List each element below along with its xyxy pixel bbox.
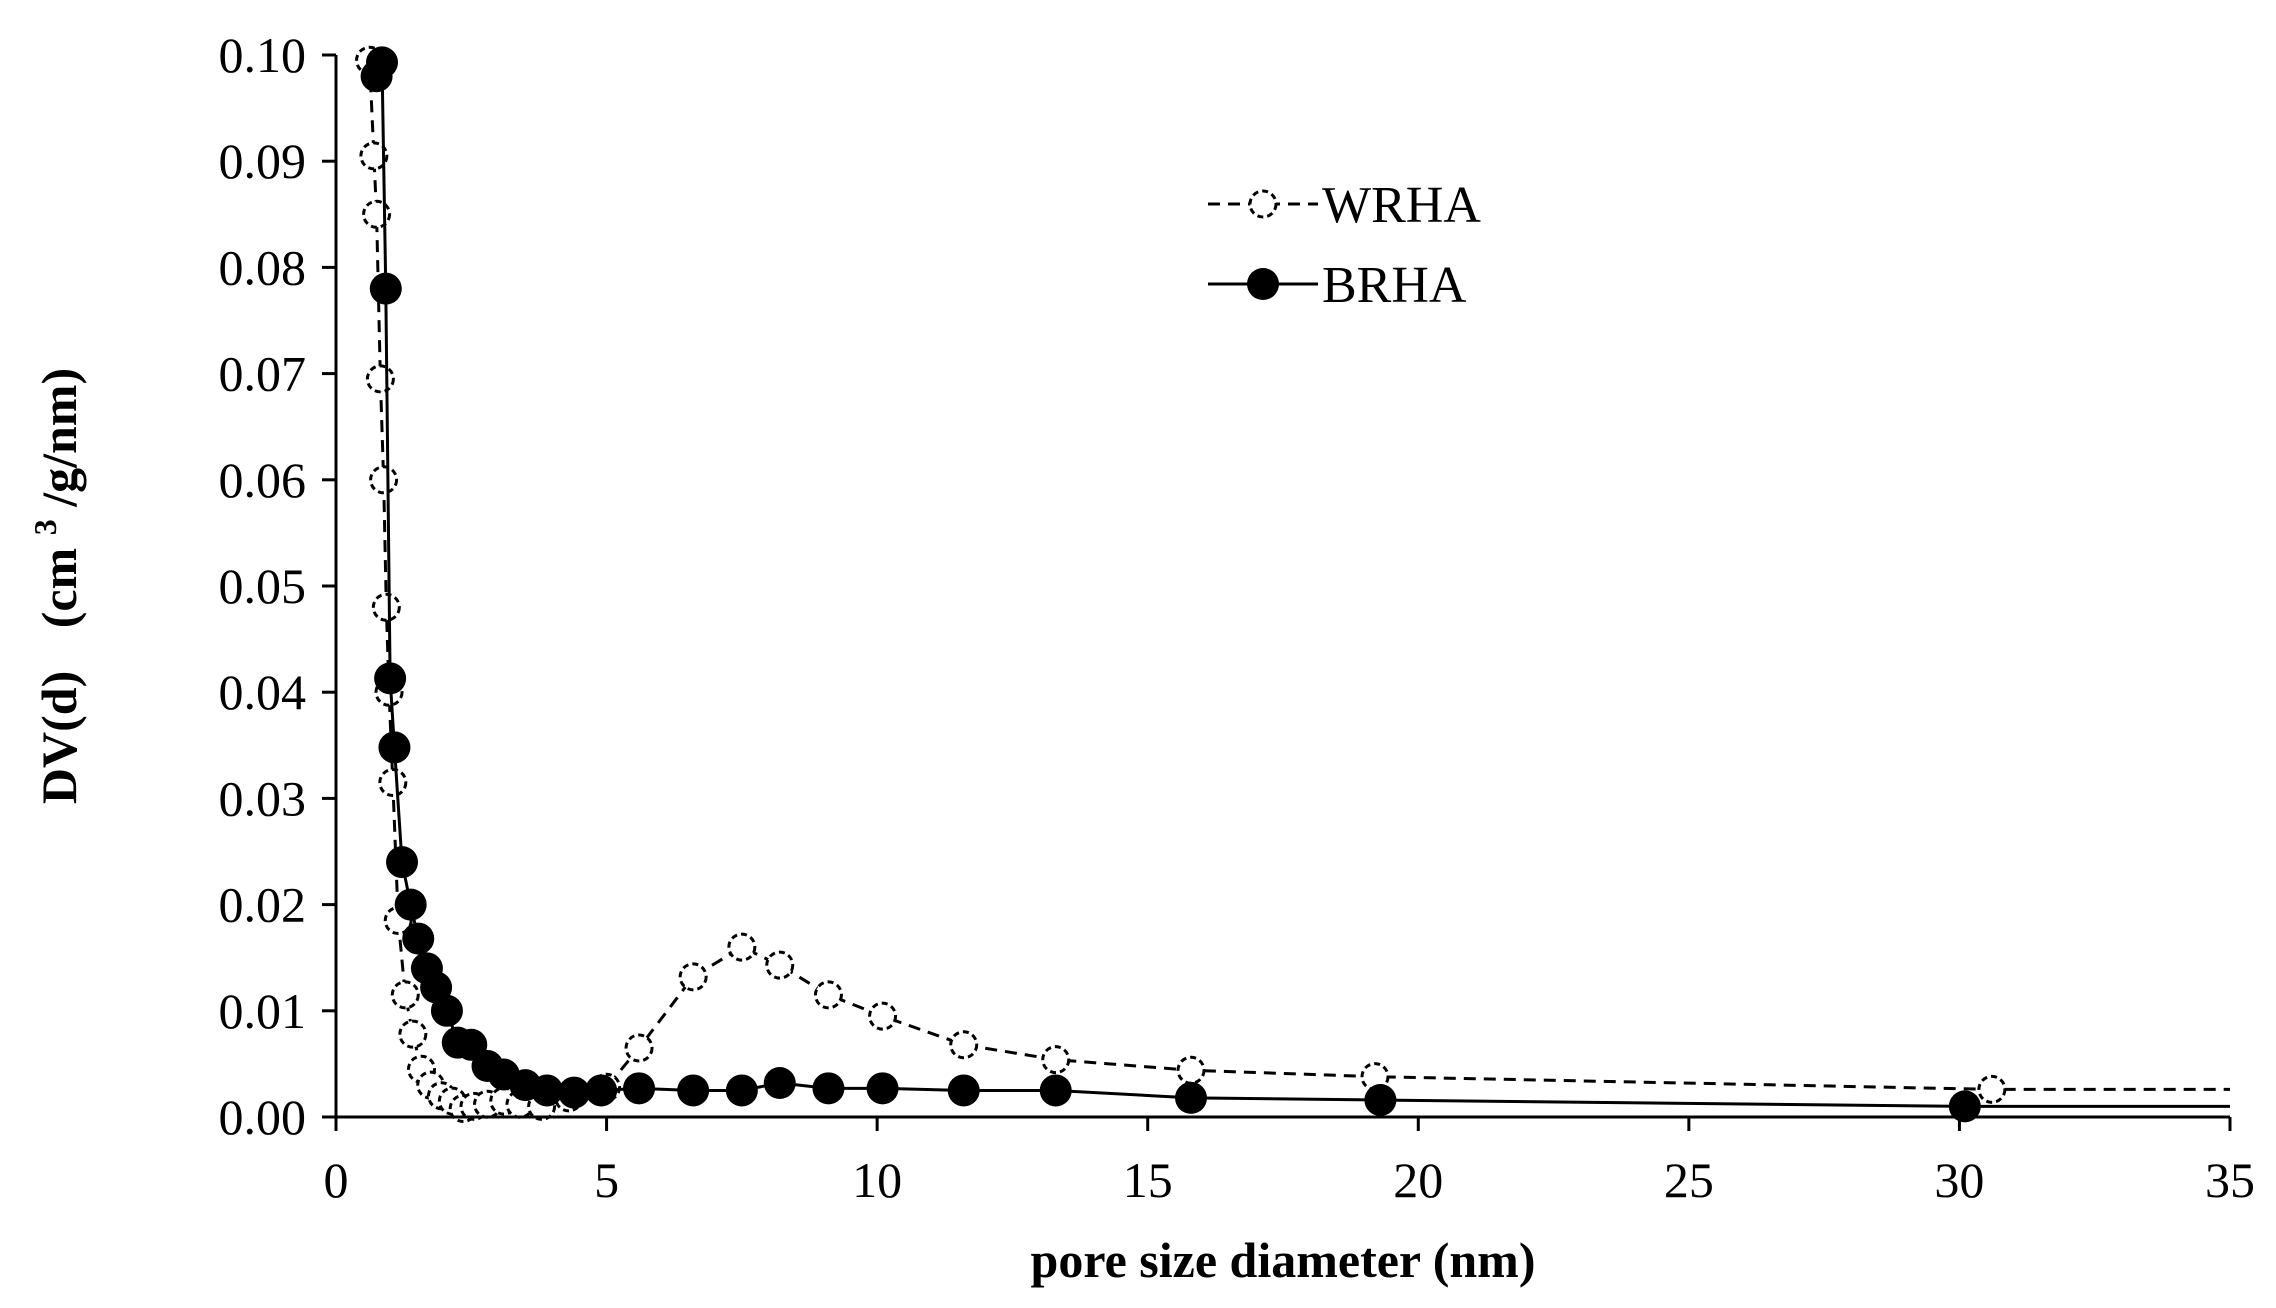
data-point-brha [763, 1067, 796, 1100]
data-point-brha [1364, 1084, 1397, 1117]
x-tick-label: 30 [1934, 1152, 1984, 1208]
data-point-wrha [765, 950, 795, 980]
data-point-brha [585, 1074, 618, 1107]
x-axis-title: pore size diameter (nm) [1031, 1232, 1536, 1288]
data-point-brha [725, 1074, 758, 1107]
series-brha [360, 46, 2230, 1123]
data-point-wrha [371, 592, 401, 622]
data-point-brha [1039, 1074, 1072, 1107]
data-point-brha [402, 922, 435, 955]
y-tick-label: 0.10 [219, 27, 307, 83]
data-point-brha [531, 1074, 564, 1107]
data-point-brha [394, 888, 427, 921]
data-point-wrha [369, 465, 399, 495]
legend-label-brha: BRHA [1322, 257, 1467, 314]
series-line-wrha [368, 60, 2230, 1111]
x-tick-label: 15 [1123, 1152, 1173, 1208]
series-line-brha [375, 61, 2230, 1108]
data-point-brha [386, 846, 419, 879]
y-axis-title-unit-post: /g/nm) [31, 368, 87, 508]
data-point-wrha [1977, 1074, 2007, 1104]
data-point-wrha [727, 932, 757, 962]
x-tick-label: 25 [1664, 1152, 1714, 1208]
data-point-brha [378, 731, 411, 764]
data-point-brha [430, 994, 463, 1027]
data-point-brha [677, 1074, 710, 1107]
data-point-wrha [1176, 1055, 1206, 1085]
data-point-wrha [1041, 1045, 1071, 1075]
y-tick-label: 0.09 [219, 133, 307, 189]
y-tick-label: 0.00 [219, 1089, 307, 1145]
data-point-brha [369, 272, 402, 305]
data-point-wrha [359, 141, 389, 171]
data-point-wrha [365, 364, 395, 394]
data-point-wrha [390, 980, 420, 1010]
legend-swatch-wrha-marker [1248, 189, 1278, 219]
x-tick-label: 0 [324, 1152, 349, 1208]
data-point-wrha [813, 980, 843, 1010]
y-axis-ticks: 0.00 0.01 0.02 0.03 0.04 0.05 0.06 0.07 0.08 0.09… [219, 27, 336, 1145]
data-point-wrha [378, 767, 408, 797]
data-point-wrha [678, 962, 708, 992]
x-tick-label: 20 [1393, 1152, 1443, 1208]
legend-swatch-brha-marker [1247, 268, 1279, 300]
y-axis-title-main: DV(d) [31, 671, 87, 804]
data-point-wrha [949, 1030, 979, 1060]
legend-item-wrha: WRHA [1208, 177, 1481, 234]
y-tick-label: 0.06 [219, 452, 307, 508]
y-tick-label: 0.07 [219, 346, 307, 402]
y-tick-label: 0.02 [219, 877, 307, 933]
x-tick-label: 5 [594, 1152, 619, 1208]
legend: WRHA BRHA [1208, 177, 1481, 314]
x-axis-ticks: 0 5 10 15 20 25 30 35 [324, 1117, 2255, 1208]
data-point-brha [1175, 1081, 1208, 1114]
data-point-brha [1948, 1090, 1981, 1123]
x-tick-label: 10 [852, 1152, 902, 1208]
y-axis-title-unit-sup: 3 [27, 519, 63, 535]
data-point-brha [812, 1072, 845, 1105]
y-tick-label: 0.08 [219, 239, 307, 295]
series-wrha [355, 45, 2230, 1124]
data-point-wrha [624, 1033, 654, 1063]
data-point-brha [866, 1072, 899, 1105]
data-point-brha [558, 1076, 591, 1109]
y-tick-label: 0.05 [219, 558, 307, 614]
data-point-brha [947, 1074, 980, 1107]
y-tick-label: 0.01 [219, 983, 307, 1039]
data-point-brha [365, 46, 398, 79]
legend-item-brha: BRHA [1208, 257, 1467, 314]
y-axis-title: DV(d) (cm 3 /g/nm) [11, 368, 87, 804]
series-layer [355, 45, 2230, 1124]
x-tick-label: 35 [2205, 1152, 2255, 1208]
data-point-brha [374, 662, 407, 695]
axes-layer [334, 55, 2230, 1119]
y-tick-label: 0.04 [219, 664, 307, 720]
data-point-brha [623, 1072, 656, 1105]
data-point-wrha [868, 1001, 898, 1031]
y-tick-label: 0.03 [219, 770, 307, 826]
legend-label-wrha: WRHA [1322, 177, 1481, 234]
data-point-wrha [398, 1019, 428, 1049]
y-axis-title-unit-pre: (cm [31, 548, 87, 629]
